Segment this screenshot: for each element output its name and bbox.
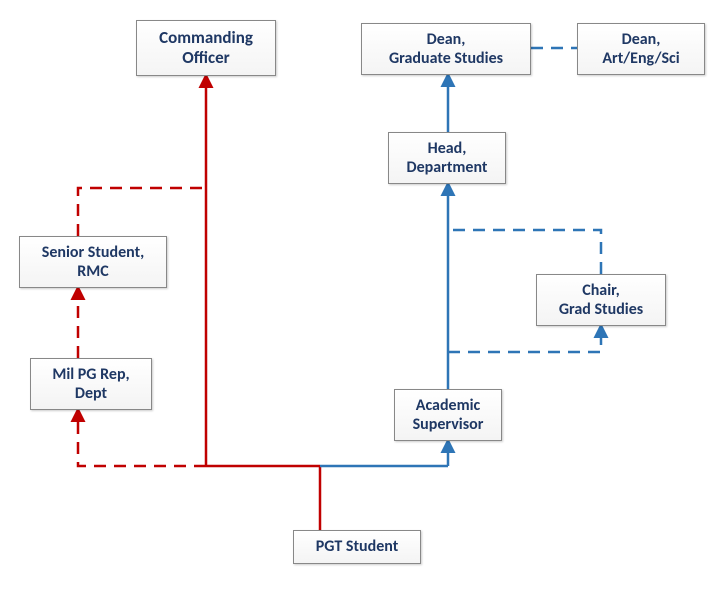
node-label: Senior Student,RMC (42, 243, 144, 281)
node-head-department: Head,Department (388, 132, 506, 184)
node-senior-student-rmc: Senior Student,RMC (19, 236, 167, 288)
edge-to-chair (448, 326, 601, 352)
edge-chair-to-head (448, 230, 601, 274)
node-pgt-student: PGT Student (293, 530, 421, 564)
node-label: PGT Student (316, 537, 399, 556)
node-label: Head,Department (407, 139, 488, 177)
node-commanding-officer: CommandingOfficer (136, 20, 276, 76)
edge-to-milpg (78, 410, 206, 466)
node-chair-grad-studies: Chair,Grad Studies (536, 274, 666, 326)
edge-senior-to-main (78, 188, 206, 236)
node-label: Chair,Grad Studies (559, 281, 643, 319)
node-mil-pg-rep: Mil PG Rep,Dept (30, 358, 152, 410)
node-dean-grad-studies: Dean,Graduate Studies (361, 23, 531, 75)
node-academic-supervisor: AcademicSupervisor (394, 389, 502, 441)
node-label: Dean,Art/Eng/Sci (602, 30, 679, 68)
node-label: AcademicSupervisor (413, 396, 484, 434)
node-label: Mil PG Rep,Dept (52, 365, 129, 403)
node-label: Dean,Graduate Studies (389, 30, 503, 68)
node-label: CommandingOfficer (159, 28, 253, 69)
node-dean-art-eng-sci: Dean,Art/Eng/Sci (577, 23, 705, 75)
